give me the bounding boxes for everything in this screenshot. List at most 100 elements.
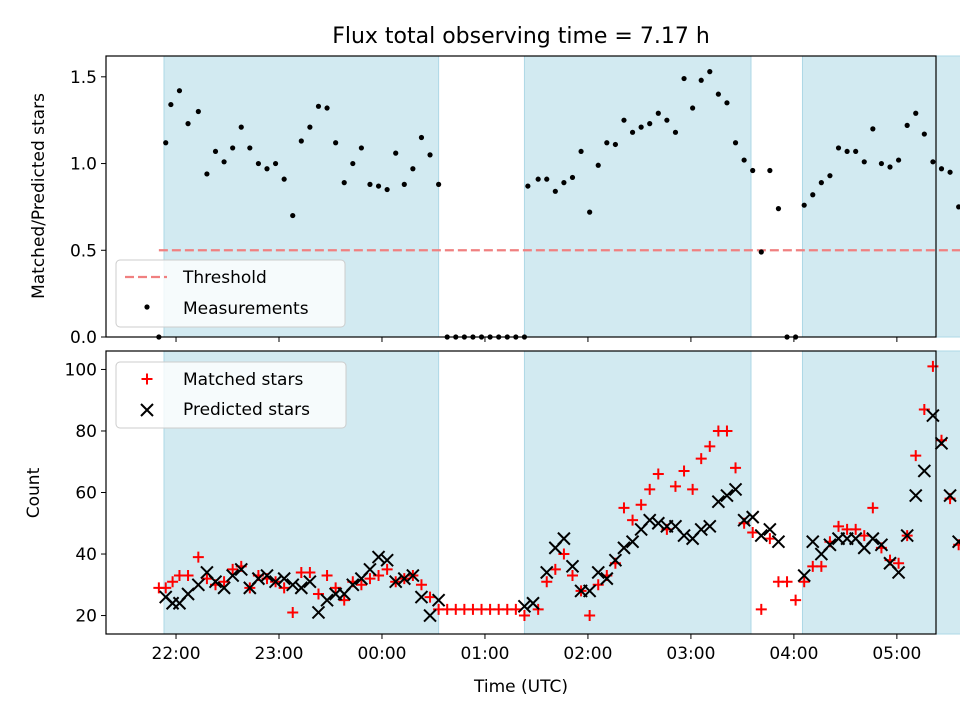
measurement-point (375, 183, 382, 189)
predicted-star-point (909, 488, 923, 503)
matched-star-point (160, 582, 172, 594)
measurement-point (578, 148, 584, 155)
predicted-star-point (625, 535, 640, 549)
measurement-point (938, 166, 945, 172)
predicted-star-point (406, 568, 420, 583)
matched-star-point (815, 560, 827, 572)
y-tick-label: 80 (75, 422, 97, 442)
predicted-star-point (651, 516, 666, 530)
matched-star-point (518, 610, 530, 622)
y-tick-label: 0.5 (70, 241, 97, 261)
measurement-point (844, 148, 850, 155)
observing-interval-3 (801, 350, 960, 635)
measurement-point (621, 117, 627, 123)
measurement-point (587, 209, 593, 215)
measurement-point (810, 192, 816, 198)
matched-star-point (510, 603, 522, 615)
matched-star-point (424, 591, 436, 603)
measurement-point (827, 173, 833, 179)
matched-star-point (781, 576, 793, 588)
predicted-star-point (191, 578, 206, 592)
matched-star-point (584, 610, 596, 622)
ratio-panel: 0.0 0.5 1.0 1.5 Matched/Predicted stars Thr… (29, 55, 960, 348)
matched-star-point (764, 533, 776, 545)
measurement-point (163, 140, 169, 146)
predicted-star-point (677, 528, 691, 543)
measurement-point (724, 100, 730, 106)
y-tick-label: 1.5 (70, 68, 97, 88)
predicted-star-point (943, 488, 957, 503)
measurement-point (835, 145, 842, 151)
predicted-star-point (540, 565, 554, 580)
predicted-star-point (517, 599, 532, 614)
legend-predicted-swatch (140, 403, 154, 417)
matched-star-point (669, 480, 681, 492)
legend-plus-marker (141, 373, 153, 385)
matched-star-point (381, 563, 393, 575)
matched-star-point (644, 483, 656, 495)
predicted-star-point (277, 571, 291, 586)
ratio-panel-frame (105, 55, 937, 338)
predicted-star-point (643, 513, 657, 527)
measurement-point (801, 202, 807, 208)
measurement-point (595, 162, 601, 168)
figure-title: Flux total observing time = 7.17 h (332, 24, 710, 49)
measurement-point (238, 124, 244, 130)
ratio-x-ticks (175, 337, 898, 342)
matched-star-point (167, 576, 179, 588)
predicted-star-point (617, 541, 631, 555)
predicted-star-point (565, 559, 580, 574)
measurement-point (264, 166, 270, 172)
measurement-point (393, 150, 399, 156)
measurement-point (298, 138, 304, 144)
count-panel: 20 40 60 80 100 22:00 23:00 00:00 01:00 02:00 03:… (24, 350, 960, 664)
predicted-star-point (728, 482, 743, 497)
predicted-star-point (225, 568, 240, 583)
x-axis-label: Time (UTC) (473, 677, 568, 697)
predicted-star-point (591, 565, 605, 580)
predicted-star-point (286, 578, 300, 592)
count-y-axis: 20 40 60 80 100 (65, 360, 106, 627)
matched-star-point (858, 530, 870, 542)
measurement-point (221, 159, 227, 165)
matched-star-point (652, 468, 664, 480)
matched-star-point (730, 462, 742, 474)
measurement-point (230, 145, 236, 151)
measurement-point (690, 105, 696, 111)
measurement-point (185, 121, 191, 127)
predicted-star-point (900, 528, 914, 543)
predicted-star-point (397, 571, 411, 586)
predicted-star-point (771, 535, 786, 549)
measurement-point (569, 174, 576, 181)
count-points (153, 360, 960, 623)
measurement-point (195, 108, 201, 115)
matched-star-point (287, 606, 299, 618)
predicted-star-point (557, 531, 571, 546)
y-tick-label: 0.0 (70, 328, 97, 348)
predicted-star-point (582, 584, 597, 598)
matched-star-point (790, 594, 802, 606)
predicted-star-point (703, 519, 717, 534)
measurement-point (861, 159, 867, 165)
measurement-point (741, 157, 747, 163)
predicted-star-point (763, 522, 777, 537)
predicted-star-point (526, 596, 540, 610)
predicted-star-point (823, 538, 837, 552)
predicted-star-point (720, 488, 734, 503)
measurement-point (921, 131, 927, 137)
measurement-point (707, 69, 713, 75)
count-y-axis-label: Count (24, 467, 44, 518)
measurement-point (870, 126, 876, 132)
measurement-point (629, 129, 636, 135)
predicted-star-point (346, 578, 360, 592)
legend-matched-label: Matched stars (183, 370, 303, 390)
measurement-point (436, 181, 442, 187)
matched-star-point (867, 502, 879, 514)
y-tick-label: 1.0 (70, 155, 97, 175)
predicted-star-point (389, 574, 403, 589)
measurement-point (247, 145, 253, 151)
ratio-legend-box (115, 259, 346, 328)
measurement-point (681, 75, 687, 82)
matched-star-point (695, 453, 707, 465)
